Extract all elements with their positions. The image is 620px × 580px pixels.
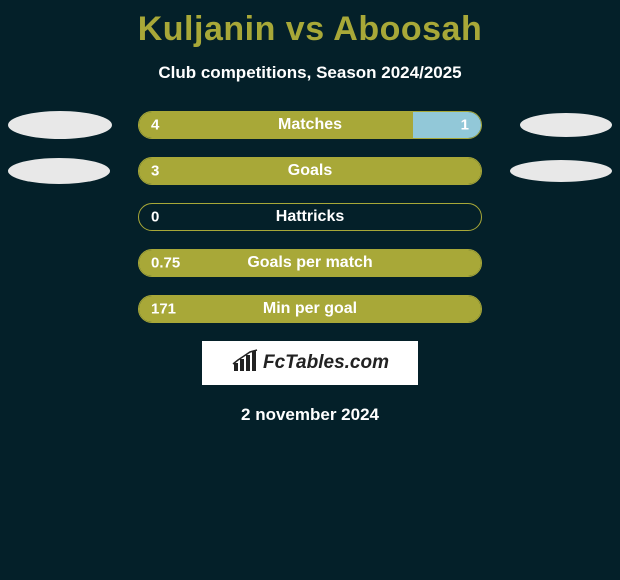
bar-left-value: 4	[151, 117, 159, 134]
stat-row: 0.75 Goals per match	[0, 249, 620, 277]
ellipse-left	[8, 158, 110, 184]
stat-bar: 0.75 Goals per match	[138, 249, 482, 277]
stats-rows: 4 1 Matches 3 Goals 0 Hattricks 0.75 Goals per m…	[0, 111, 620, 323]
bar-label: Goals per match	[247, 254, 372, 272]
bar-label: Goals	[288, 162, 332, 180]
stat-row: 3 Goals	[0, 157, 620, 185]
bar-label: Min per goal	[263, 300, 357, 318]
stat-bar: 0 Hattricks	[138, 203, 482, 231]
bar-left-fill	[139, 112, 413, 138]
logo-text: FcTables.com	[263, 352, 389, 374]
stat-bar: 3 Goals	[138, 157, 482, 185]
page-subtitle: Club competitions, Season 2024/2025	[0, 63, 620, 83]
stat-bar: 4 1 Matches	[138, 111, 482, 139]
ellipse-left	[8, 111, 112, 139]
stat-row: 4 1 Matches	[0, 111, 620, 139]
logo-box: FcTables.com	[202, 341, 418, 385]
bar-right-value: 1	[461, 117, 469, 134]
bar-left-value: 171	[151, 301, 176, 318]
bar-left-value: 3	[151, 163, 159, 180]
ellipse-right	[510, 160, 612, 182]
bar-left-value: 0.75	[151, 255, 180, 272]
bar-left-value: 0	[151, 209, 159, 226]
stat-row: 171 Min per goal	[0, 295, 620, 323]
bar-label: Matches	[278, 116, 342, 134]
stat-bar: 171 Min per goal	[138, 295, 482, 323]
date-label: 2 november 2024	[0, 405, 620, 425]
bar-right-fill	[413, 112, 481, 138]
bar-label: Hattricks	[276, 208, 344, 226]
page-title: Kuljanin vs Aboosah	[0, 0, 620, 49]
ellipse-right	[520, 113, 612, 137]
stat-row: 0 Hattricks	[0, 203, 620, 231]
bar-chart-icon	[231, 349, 259, 378]
